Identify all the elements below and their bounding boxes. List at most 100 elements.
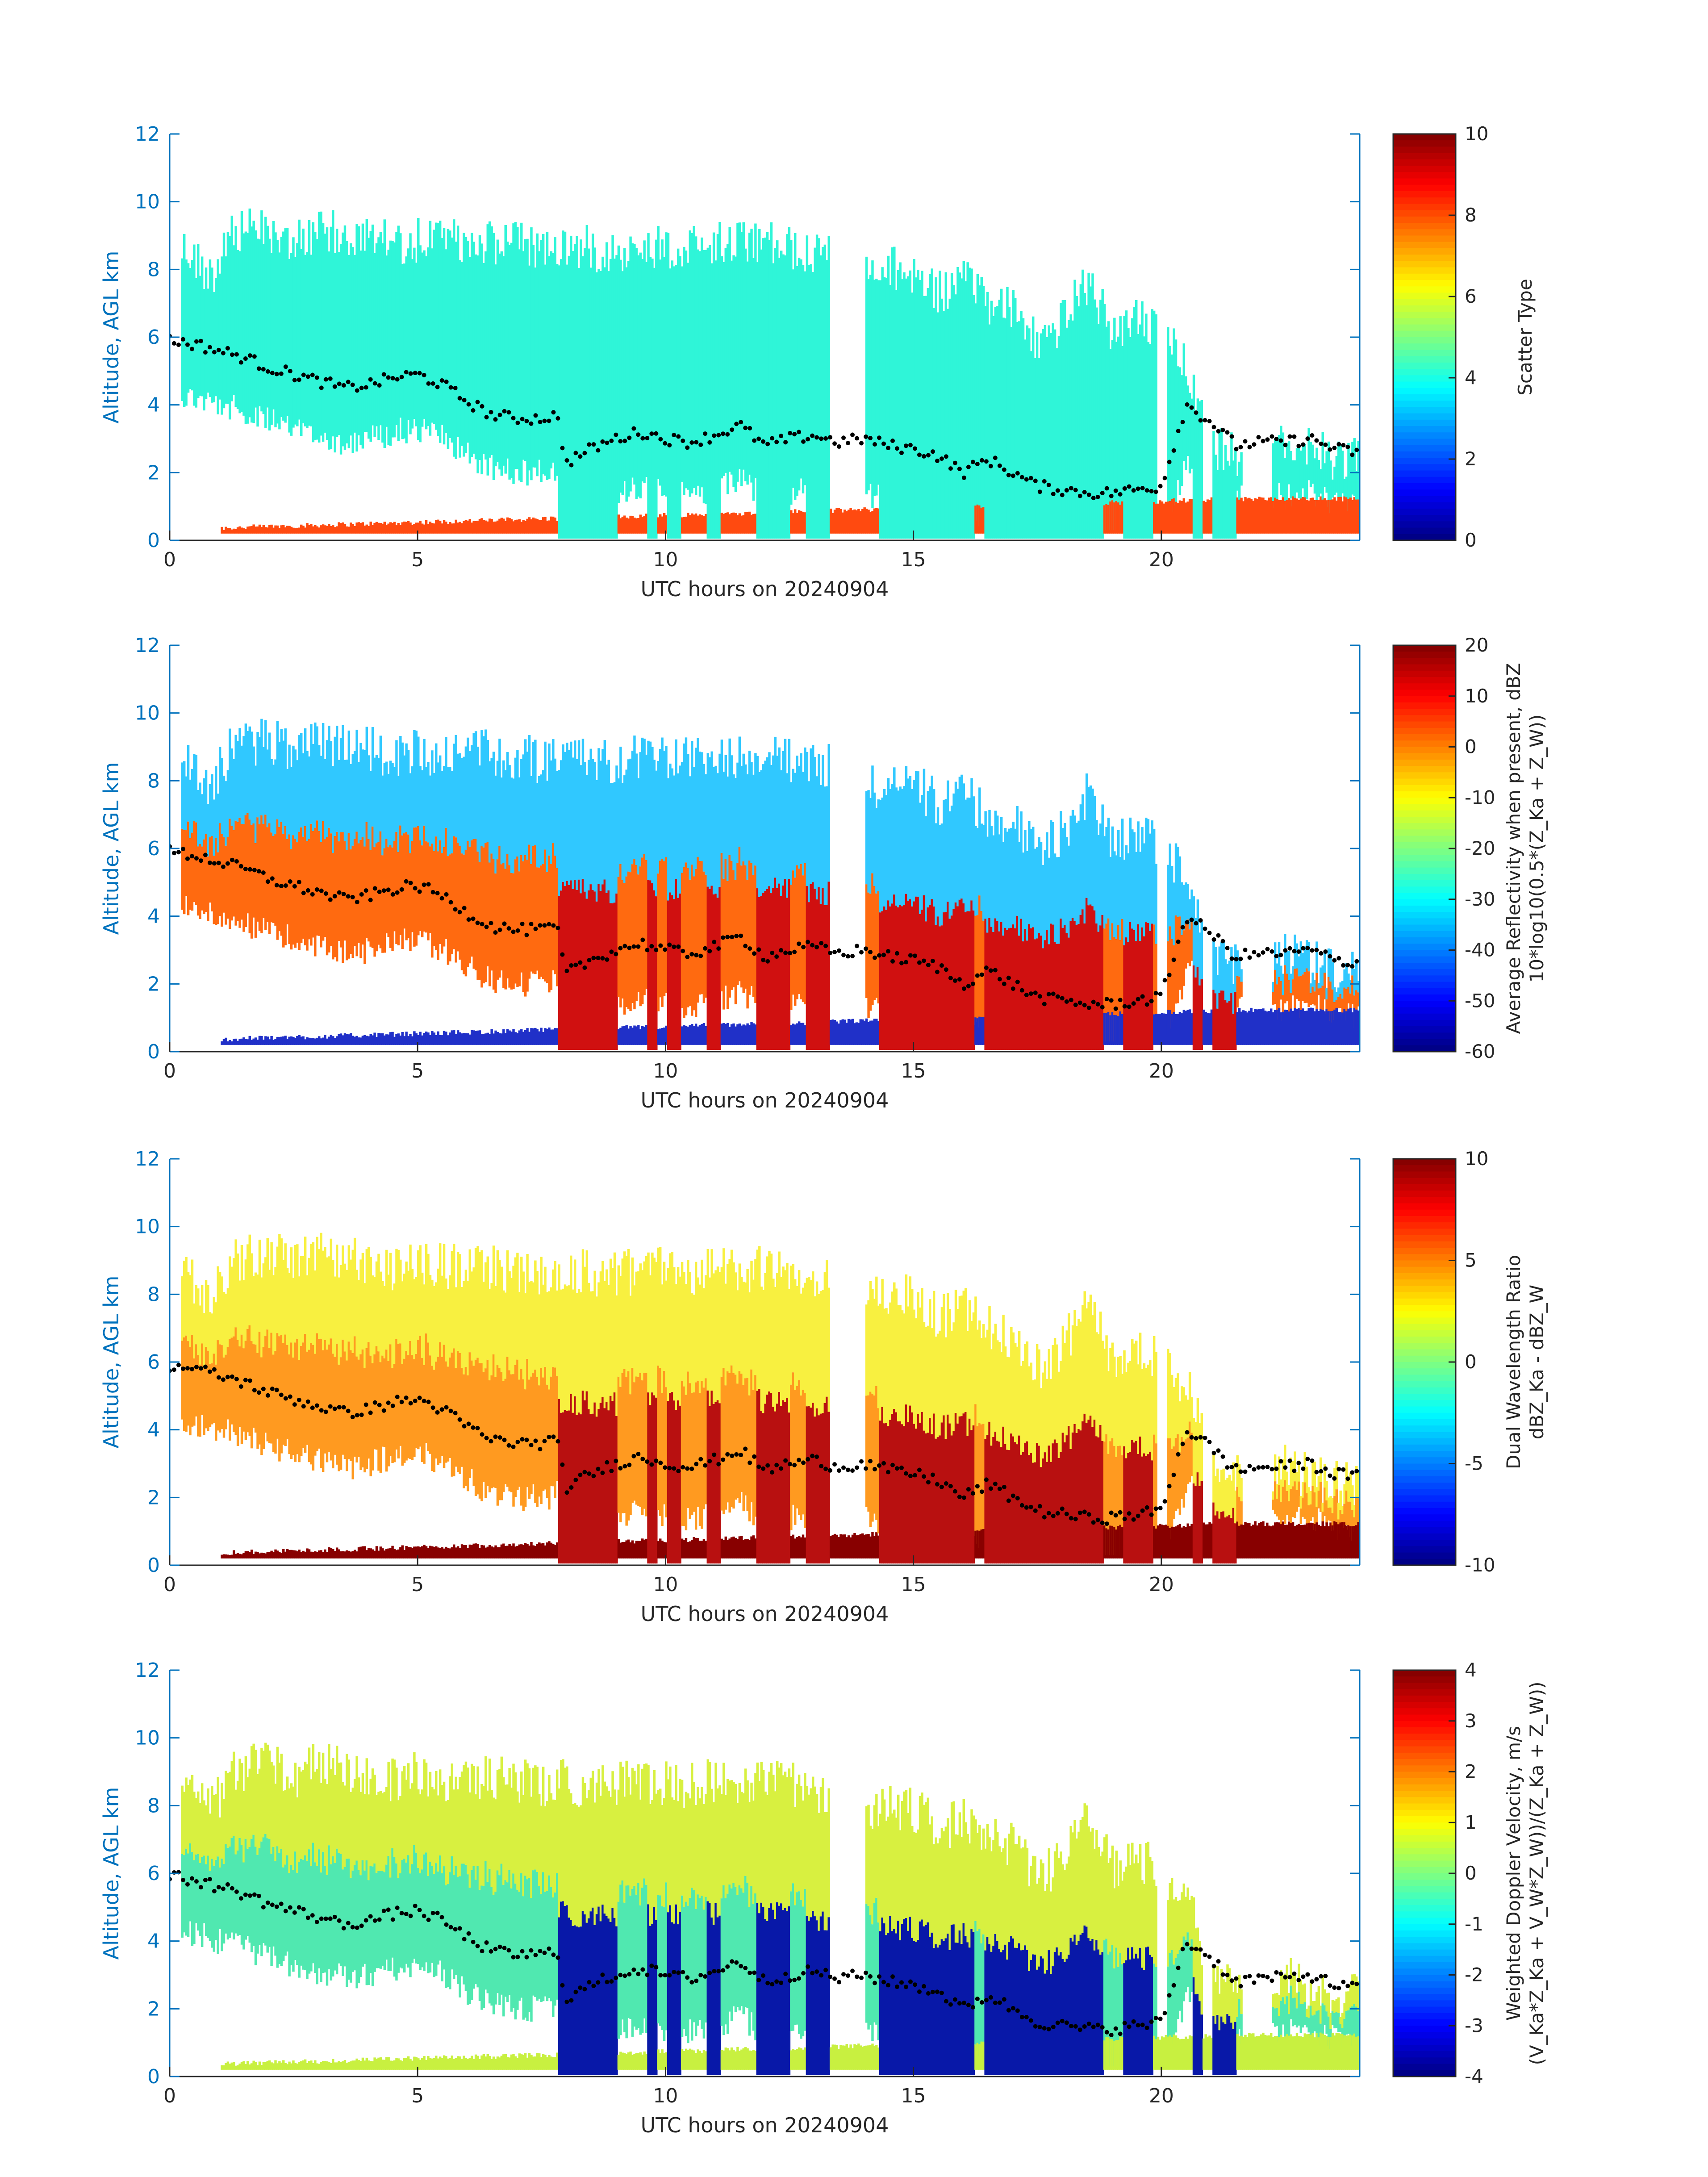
overlay-point bbox=[493, 1434, 498, 1439]
overlay-point bbox=[1211, 1964, 1216, 1968]
colorbar-label-line: dBZ_Ka - dBZ_W bbox=[1526, 1285, 1548, 1439]
overlay-point bbox=[1086, 2021, 1091, 2026]
overlay-point bbox=[551, 1952, 556, 1957]
overlay-point bbox=[457, 1926, 462, 1931]
colorbar-band bbox=[1393, 369, 1456, 376]
overlay-point bbox=[1243, 948, 1248, 953]
overlay-point bbox=[850, 953, 855, 958]
overlay-point bbox=[1194, 921, 1199, 926]
overlay-point bbox=[681, 439, 685, 443]
overlay-point bbox=[363, 385, 368, 390]
colorbar-band bbox=[1393, 350, 1456, 357]
overlay-point bbox=[698, 1972, 703, 1977]
overlay-point bbox=[1185, 920, 1190, 925]
overlay-point bbox=[430, 1405, 435, 1410]
overlay-point bbox=[1216, 1448, 1221, 1453]
overlay-point bbox=[359, 1412, 364, 1417]
overlay-point bbox=[346, 1408, 351, 1413]
colorbar-frame bbox=[1392, 133, 1457, 541]
overlay-point bbox=[707, 1970, 712, 1975]
overlay-point bbox=[935, 1989, 940, 1994]
overlay-point bbox=[631, 1454, 636, 1458]
overlay-point bbox=[618, 439, 623, 444]
overlay-point bbox=[1118, 998, 1123, 1003]
overlay-point bbox=[596, 956, 601, 961]
colorbar-band bbox=[1393, 956, 1456, 963]
colorbar-band bbox=[1393, 1432, 1456, 1439]
overlay-point bbox=[877, 435, 882, 440]
overlay-point bbox=[1002, 1484, 1006, 1489]
overlay-point bbox=[1252, 442, 1257, 447]
overlay-point bbox=[511, 1444, 516, 1449]
overlay-point bbox=[734, 422, 739, 426]
overlay-point bbox=[1243, 1469, 1248, 1474]
overlay-point bbox=[600, 1471, 605, 1475]
overlay-point bbox=[381, 372, 386, 377]
overlay-point bbox=[1220, 1454, 1225, 1459]
overlay-point bbox=[921, 958, 926, 963]
overlay-point bbox=[1167, 1993, 1172, 1998]
overlay-point bbox=[1140, 2022, 1145, 2027]
overlay-point bbox=[1225, 1465, 1230, 1470]
colorbar-band bbox=[1393, 1552, 1456, 1559]
overlay-point bbox=[1323, 442, 1328, 447]
overlay-point bbox=[1069, 1516, 1073, 1521]
overlay-point bbox=[1158, 1506, 1163, 1511]
overlay-point bbox=[609, 1979, 614, 1984]
overlay-point bbox=[748, 426, 752, 430]
colorbar-band bbox=[1393, 1463, 1456, 1471]
overlay-point bbox=[1198, 418, 1203, 423]
overlay-point bbox=[1136, 486, 1140, 491]
overlay-point bbox=[1131, 488, 1136, 493]
x-tick-label: 5 bbox=[411, 548, 424, 571]
colorbar-band bbox=[1393, 134, 1456, 141]
overlay-point bbox=[1350, 452, 1355, 457]
colorbar-tick-label: -30 bbox=[1465, 888, 1495, 910]
colorbar-band bbox=[1393, 1714, 1456, 1722]
overlay-point bbox=[1060, 493, 1065, 497]
overlay-point bbox=[332, 384, 337, 389]
colorbar-band bbox=[1393, 1930, 1456, 1938]
overlay-point bbox=[1194, 1947, 1199, 1951]
overlay-point bbox=[444, 892, 449, 897]
overlay-point bbox=[1328, 447, 1332, 452]
overlay-point bbox=[1256, 435, 1261, 440]
overlay-point bbox=[1256, 953, 1261, 958]
colorbar-band bbox=[1393, 804, 1456, 811]
colorbar-band bbox=[1393, 2000, 1456, 2007]
overlay-point bbox=[814, 1454, 819, 1459]
overlay-point bbox=[533, 1438, 538, 1443]
colorbar-band bbox=[1393, 791, 1456, 798]
y-tick-label: 4 bbox=[147, 1930, 160, 1953]
overlay-point bbox=[877, 1463, 882, 1468]
overlay-point bbox=[1131, 2019, 1136, 2024]
overlay-point bbox=[1336, 1467, 1341, 1471]
overlay-point bbox=[1247, 1974, 1252, 1979]
overlay-point bbox=[797, 941, 802, 946]
colorbar-band bbox=[1393, 286, 1456, 293]
overlay-point bbox=[756, 947, 761, 952]
overlay-point bbox=[1109, 493, 1114, 498]
overlay-point bbox=[1082, 1509, 1087, 1514]
overlay-point bbox=[1006, 1498, 1011, 1503]
colorbar-band bbox=[1393, 715, 1456, 722]
overlay-point bbox=[1270, 1467, 1274, 1471]
colorbar-band bbox=[1393, 1987, 1456, 1995]
overlay-point bbox=[1082, 490, 1087, 495]
colorbar-band bbox=[1393, 1438, 1456, 1445]
overlay-point bbox=[386, 1400, 391, 1405]
overlay-point bbox=[917, 1989, 922, 1994]
overlay-point bbox=[1350, 1470, 1355, 1475]
colorbar-band bbox=[1393, 1400, 1456, 1407]
overlay-point bbox=[171, 851, 176, 856]
colorbar-band bbox=[1393, 880, 1456, 887]
overlay-point bbox=[1091, 999, 1096, 1004]
overlay-point bbox=[1261, 439, 1265, 443]
overlay-point bbox=[243, 1378, 248, 1383]
overlay-point bbox=[1176, 429, 1181, 434]
overlay-point bbox=[926, 1480, 931, 1485]
overlay-point bbox=[1189, 1435, 1194, 1440]
overlay-point bbox=[395, 1394, 400, 1399]
overlay-point bbox=[1305, 436, 1310, 441]
overlay-point bbox=[194, 1365, 199, 1370]
